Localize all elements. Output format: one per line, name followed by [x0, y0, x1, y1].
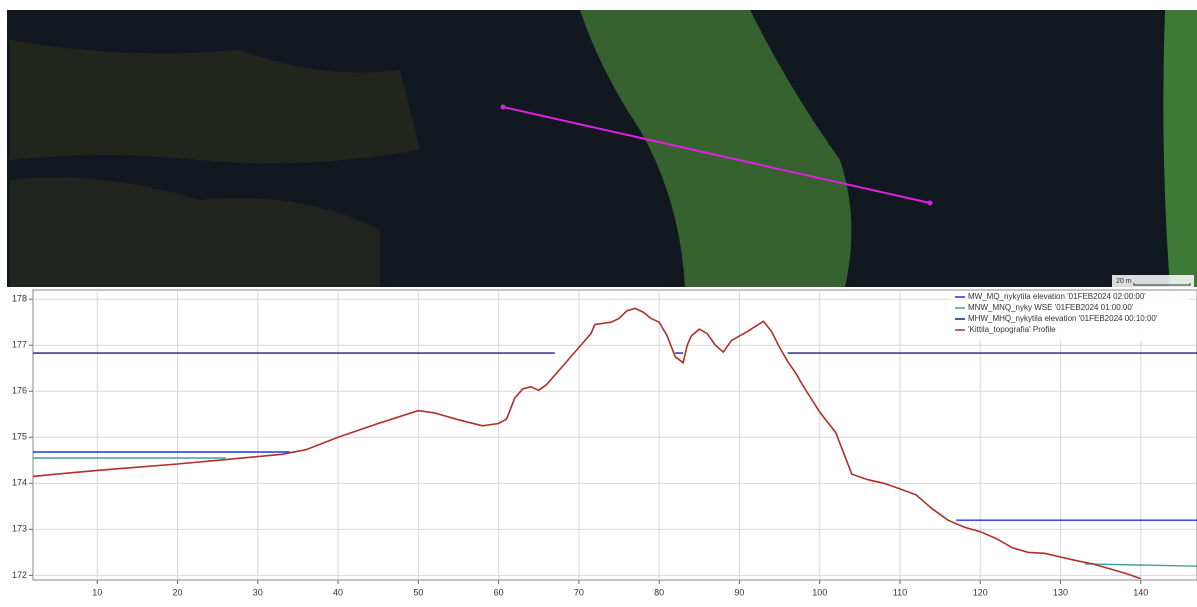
- x-tick-label: 30: [253, 587, 263, 597]
- profile-end: [501, 105, 506, 110]
- x-tick-label: 70: [574, 587, 584, 597]
- river-bank: [1163, 10, 1197, 287]
- x-tick-label: 120: [973, 587, 988, 597]
- y-tick-label: 178: [12, 294, 27, 304]
- x-tick-label: 100: [812, 587, 827, 597]
- legend-label: MW_MQ_nykytila elevation '01FEB2024 02:0…: [968, 292, 1146, 301]
- y-tick-label: 173: [12, 524, 27, 534]
- map: 20 m: [7, 10, 1197, 287]
- x-tick-label: 130: [1053, 587, 1068, 597]
- legend-label: MNW_MNQ_nyky WSE '01FEB2024 01:00:00': [968, 303, 1134, 312]
- page: {"map": {"scale_label": "20 m"}, "chart_…: [0, 0, 1197, 602]
- y-tick-label: 176: [12, 386, 27, 396]
- legend-label: MHW_MHQ_nykytila elevation '01FEB2024 00…: [968, 314, 1158, 323]
- scale-label: 20 m: [1116, 278, 1132, 285]
- x-tick-label: 50: [413, 587, 423, 597]
- y-tick-label: 174: [12, 478, 27, 488]
- x-tick-label: 40: [333, 587, 343, 597]
- x-tick-label: 60: [494, 587, 504, 597]
- x-tick-label: 90: [734, 587, 744, 597]
- y-tick-label: 172: [12, 570, 27, 580]
- y-tick-label: 177: [12, 340, 27, 350]
- x-tick-label: 140: [1133, 587, 1148, 597]
- x-tick-label: 80: [654, 587, 664, 597]
- x-tick-label: 110: [893, 587, 907, 597]
- x-tick-label: 20: [172, 587, 182, 597]
- profile-end: [928, 201, 933, 206]
- legend-label: 'Kittila_topografia' Profile: [968, 325, 1056, 334]
- screen: 20 m 10 20 30 40 50 60 70 80 90 100 110 120 130 140 17…: [0, 0, 1197, 602]
- y-tick-label: 175: [12, 432, 27, 442]
- x-tick-label: 10: [92, 587, 102, 597]
